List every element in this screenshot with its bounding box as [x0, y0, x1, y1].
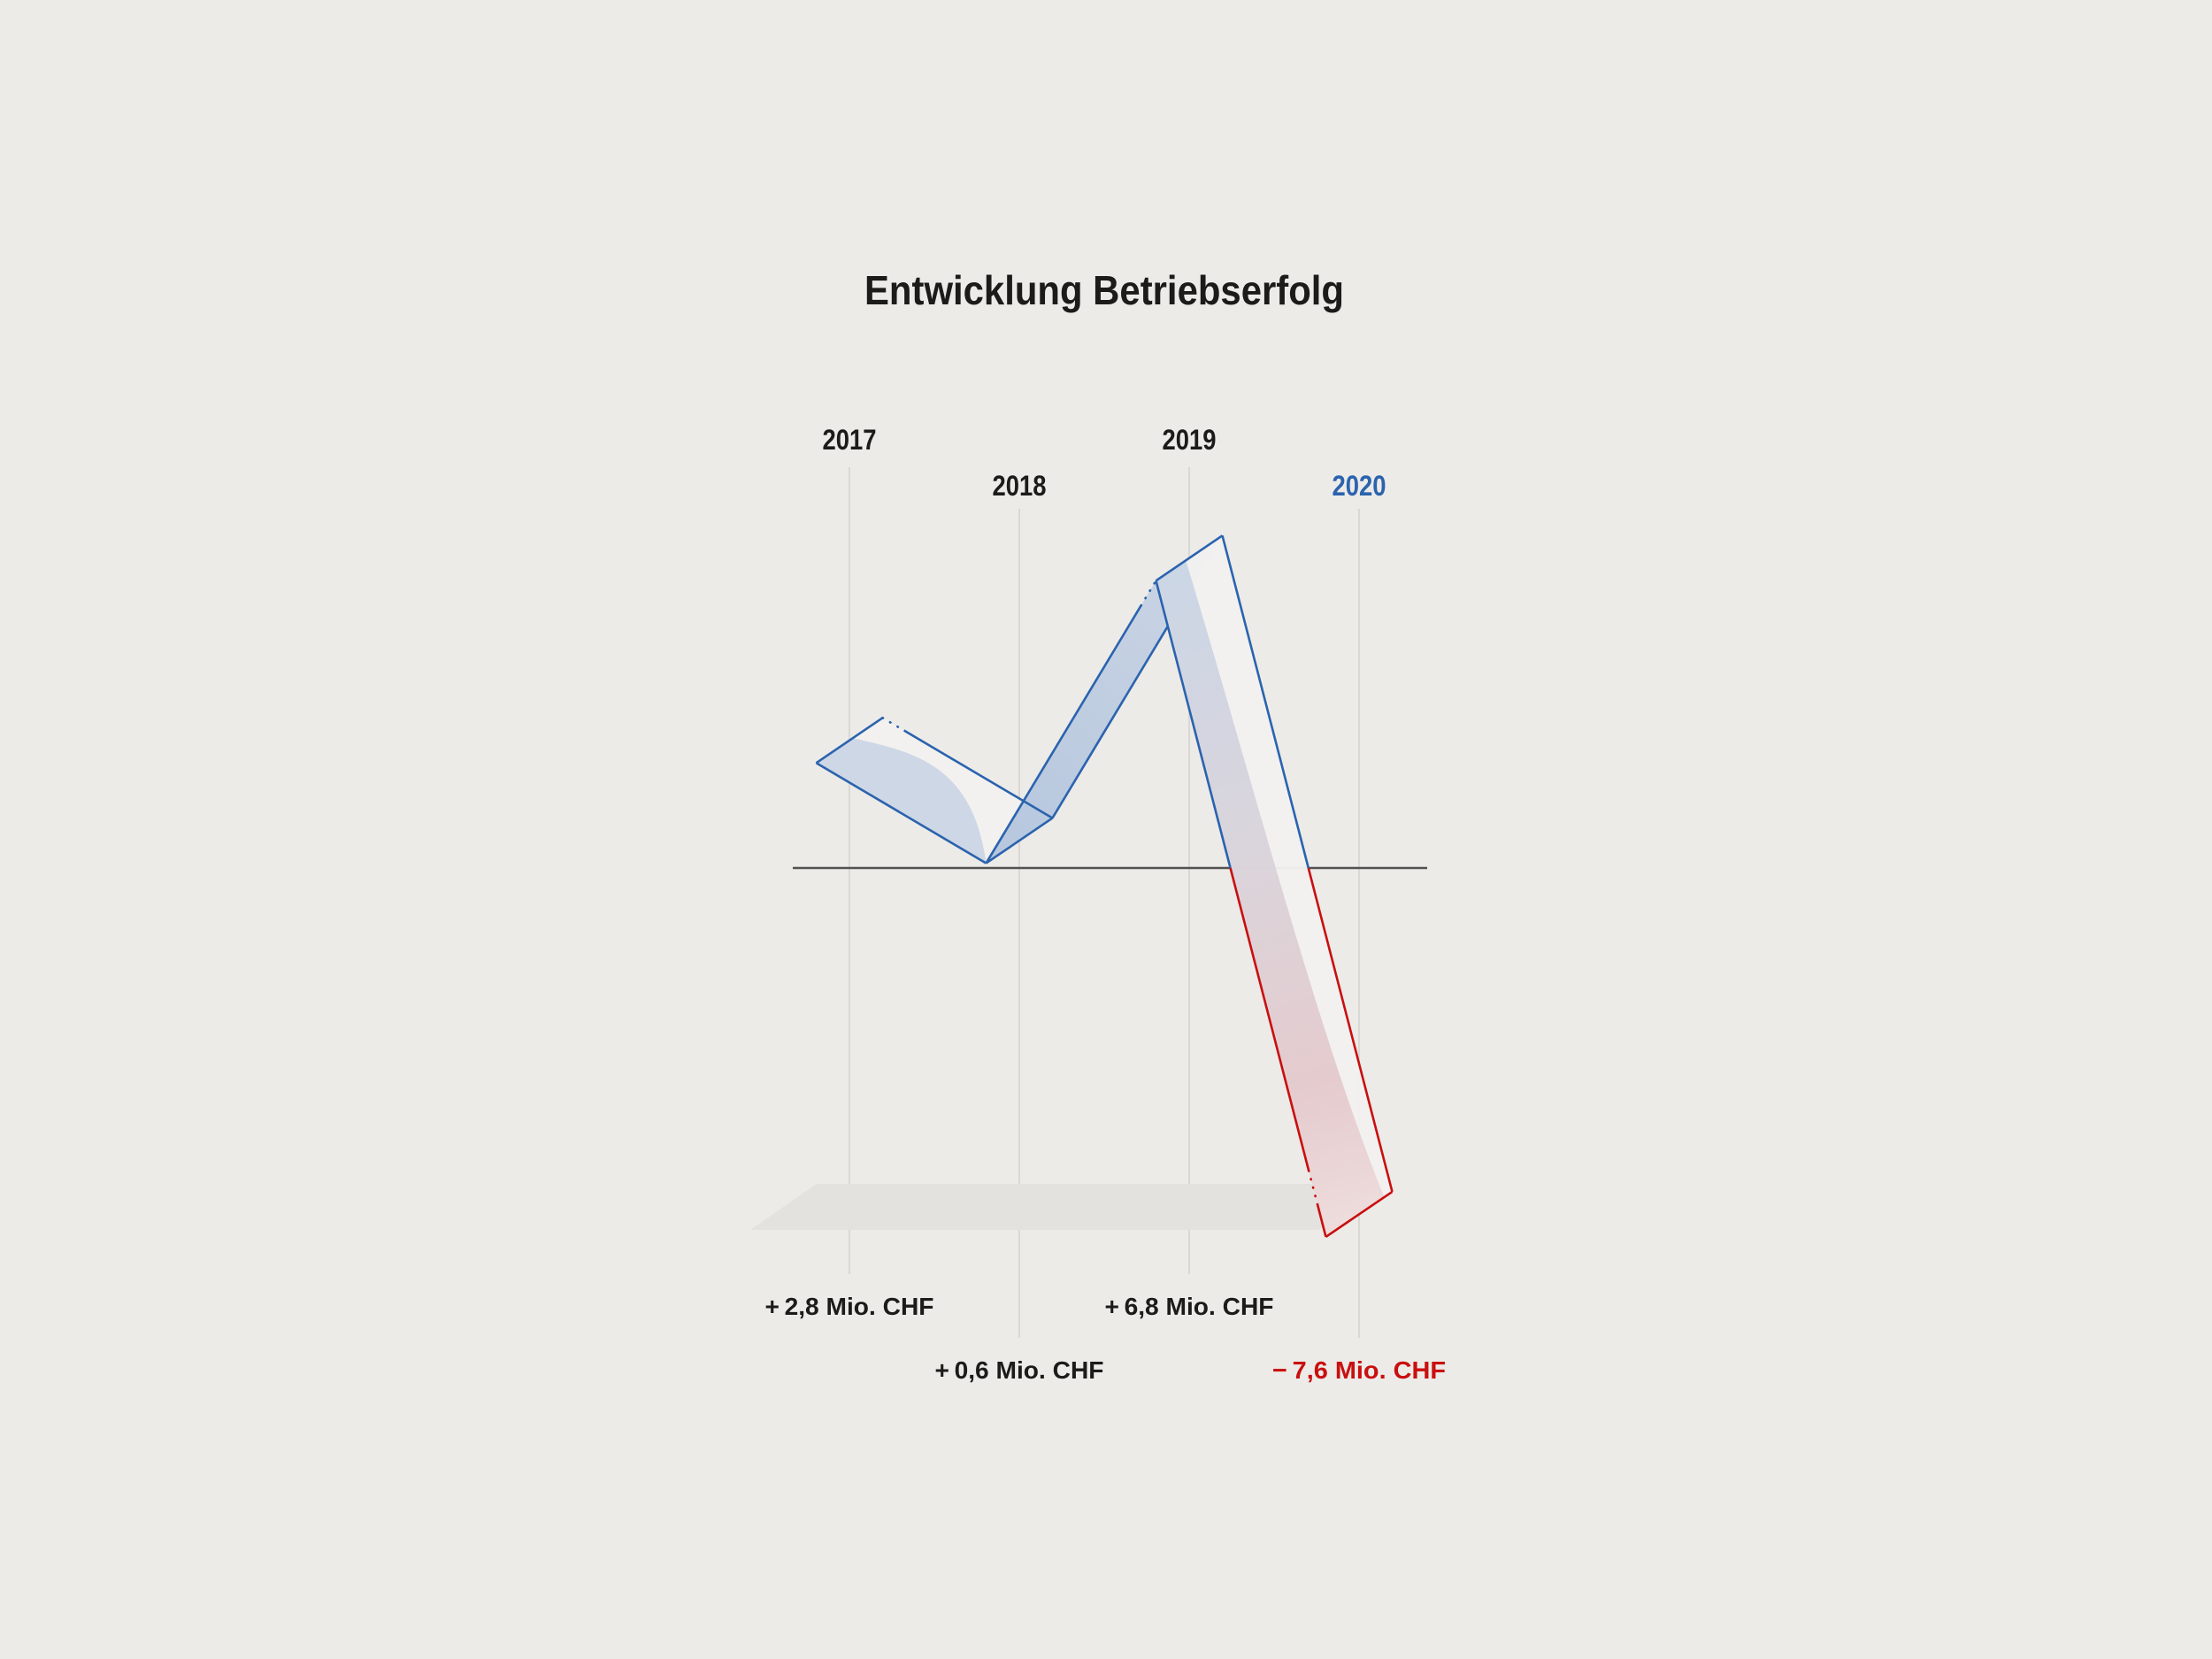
ribbon-front-edge-2019-zero — [1155, 580, 1232, 869]
ribbon-back-edge-2019-zero — [1221, 534, 1310, 869]
year-label-2017: 2017 — [823, 424, 877, 456]
ribbon-front-edge-2018-2019 — [985, 604, 1142, 864]
value-label-2018: + 0,6 Mio. CHF — [935, 1356, 1104, 1384]
ribbon-back-edge-zero-2020 — [1307, 867, 1394, 1193]
ribbon-back-edge-2018-2019 — [1051, 626, 1169, 819]
ribbon-fold-2019 — [1155, 534, 1224, 582]
labels-layer: Entwicklung Betriebserfolg 2017 2018 201… — [765, 267, 1447, 1384]
ribbon-band-2018-2019 — [986, 535, 1223, 864]
year-label-2020: 2020 — [1333, 470, 1386, 502]
floor-shadow — [750, 1184, 1385, 1230]
ribbon-fold-2018 — [985, 817, 1054, 864]
value-label-2017: + 2,8 Mio. CHF — [765, 1293, 934, 1320]
ribbon-endcap-2020 — [1325, 1190, 1394, 1238]
chart-title: Entwicklung Betriebserfolg — [864, 267, 1344, 313]
ribbon-shading-2019-2020 — [1156, 560, 1385, 1237]
year-label-2018: 2018 — [993, 470, 1047, 502]
ribbon-hidden-edge-dotted-2020 — [1307, 1169, 1318, 1205]
year-label-2019: 2019 — [1163, 424, 1217, 456]
floor-shadow-layer — [750, 1184, 1385, 1230]
value-label-2019: + 6,8 Mio. CHF — [1105, 1293, 1274, 1320]
ribbon-endcap-2017 — [815, 717, 884, 764]
ribbon-back-edge-2017-2018 — [902, 729, 1054, 819]
ribbon-front-edge-2017-2018 — [815, 762, 987, 864]
ribbon-shading-2017-2018 — [816, 738, 987, 864]
ribbon-front-edge-zero-2020 — [1229, 867, 1310, 1171]
ribbon-layer — [815, 534, 1394, 1238]
value-label-2020: − 7,6 Mio. CHF — [1272, 1356, 1446, 1384]
ribbon-front-edge-2020-tip — [1316, 1202, 1327, 1238]
